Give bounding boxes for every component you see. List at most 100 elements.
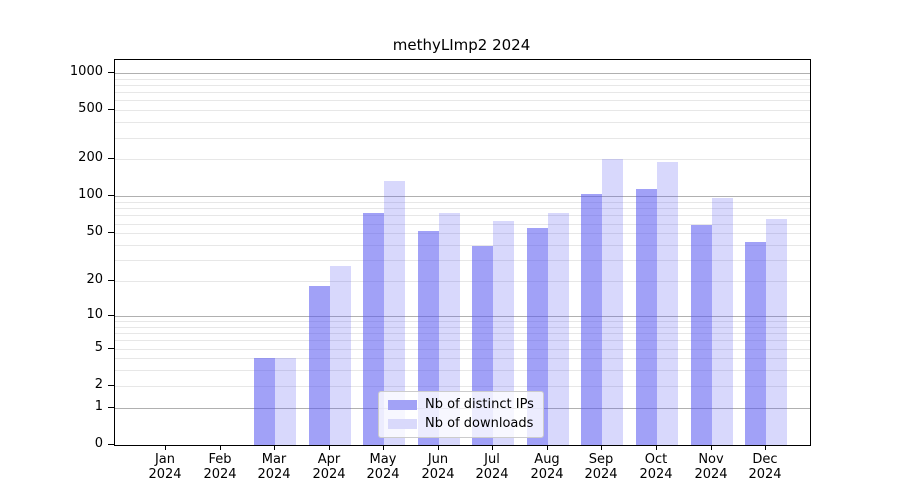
x-tick-mark [274,445,275,450]
legend-item-downloads: Nb of downloads [388,416,534,431]
x-tick-mark [711,445,712,450]
x-tick-label-jan: Jan 2024 [148,452,182,482]
legend-label-distinct-ips: Nb of distinct IPs [425,397,534,412]
legend: Nb of distinct IPs Nb of downloads [378,391,544,438]
minor-gridline [115,215,810,216]
x-tick-mark [438,445,439,450]
minor-gridline [115,224,810,225]
bar-downloads-sep [602,158,624,445]
y-tick-mark [108,109,114,110]
y-tick-mark [108,315,114,316]
bar-downloads-jul [493,221,515,445]
y-tick-label: 200 [78,150,103,165]
y-tick-mark [108,348,114,349]
y-tick-label: 500 [78,101,103,116]
y-tick-mark [108,158,114,159]
x-tick-label-dec: Dec 2024 [748,452,782,482]
minor-gridline [115,340,810,341]
y-tick-label: 10 [86,307,103,322]
x-tick-label-sep: Sep 2024 [584,452,618,482]
x-tick-mark [165,445,166,450]
minor-gridline [115,122,810,123]
bar-ips-sep [581,193,603,445]
y-tick-mark [108,444,114,445]
bar-downloads-jun [438,213,460,445]
legend-item-distinct-ips: Nb of distinct IPs [388,397,534,412]
y-tick-mark [108,280,114,281]
minor-gridline [115,327,810,328]
minor-gridline [115,138,810,139]
major-gridline [115,73,810,74]
major-gridline [115,196,810,197]
x-tick-label-nov: Nov 2024 [694,452,728,482]
y-tick-mark [108,407,114,408]
bar-downloads-mar [275,358,297,445]
minor-gridline [115,245,810,246]
x-tick-label-mar: Mar 2024 [257,452,291,482]
legend-swatch-downloads [388,418,417,429]
minor-gridline [115,358,810,359]
minor-gridline [115,260,810,261]
x-tick-mark [601,445,602,450]
minor-gridline [115,233,810,234]
minor-gridline [115,100,810,101]
x-tick-mark [656,445,657,450]
y-tick-mark [108,385,114,386]
y-tick-label: 100 [78,187,103,202]
x-tick-mark [492,445,493,450]
minor-gridline [115,159,810,160]
bar-downloads-oct [657,162,678,445]
bar-ips-oct [636,188,657,445]
bar-ips-nov [690,224,712,445]
y-tick-mark [108,232,114,233]
x-tick-label-feb: Feb 2024 [203,452,237,482]
minor-gridline [115,333,810,334]
legend-swatch-distinct-ips [388,399,417,410]
x-tick-label-aug: Aug 2024 [530,452,564,482]
x-tick-label-may: May 2024 [366,452,400,482]
minor-gridline [115,85,810,86]
x-tick-mark [329,445,330,450]
x-tick-label-jun: Jun 2024 [421,452,455,482]
y-tick-label: 1000 [69,64,103,79]
major-gridline [115,316,810,317]
y-tick-label: 1 [94,399,103,414]
y-tick-label: 0 [94,436,103,451]
minor-gridline [115,202,810,203]
minor-gridline [115,281,810,282]
legend-label-downloads: Nb of downloads [425,416,534,431]
bar-downloads-aug [547,213,569,445]
minor-gridline [115,349,810,350]
x-tick-label-jul: Jul 2024 [475,452,509,482]
y-tick-label: 5 [94,340,103,355]
y-tick-mark [108,72,114,73]
x-tick-mark [383,445,384,450]
bar-ips-mar [254,358,276,445]
x-tick-label-oct: Oct 2024 [639,452,673,482]
bar-downloads-nov [711,198,733,445]
minor-gridline [115,79,810,80]
y-tick-label: 50 [86,224,103,239]
bar-ips-apr [308,286,330,445]
bar-downloads-dec [766,218,787,445]
y-tick-label: 20 [86,272,103,287]
minor-gridline [115,92,810,93]
minor-gridline [115,110,810,111]
x-tick-mark [220,445,221,450]
y-tick-label: 2 [94,377,103,392]
bar-downloads-may [384,181,406,445]
minor-gridline [115,321,810,322]
y-tick-mark [108,195,114,196]
minor-gridline [115,370,810,371]
bar-ips-aug [526,228,548,445]
chart-title: methyLImp2 2024 [392,36,531,54]
bar-ips-dec [745,242,766,445]
x-tick-label-apr: Apr 2024 [312,452,346,482]
x-tick-mark [765,445,766,450]
minor-gridline [115,208,810,209]
bar-ips-may [363,212,385,445]
plot-area [114,59,811,446]
minor-gridline [115,386,810,387]
bar-downloads-apr [329,265,351,445]
